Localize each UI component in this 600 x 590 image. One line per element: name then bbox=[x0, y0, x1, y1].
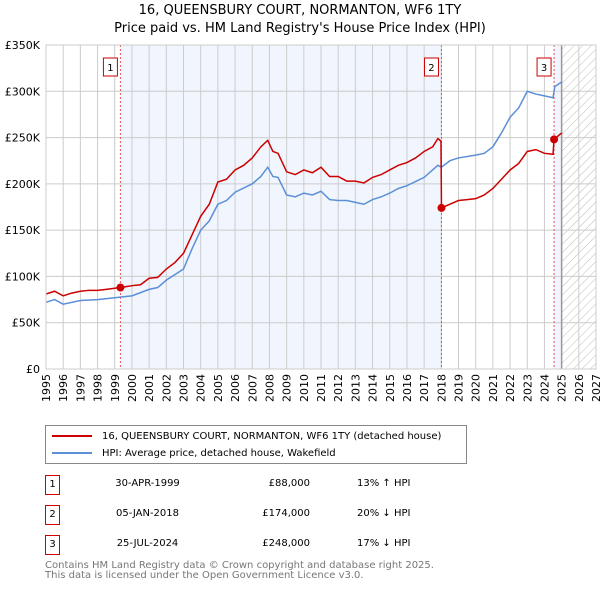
x-tick-label: 2010 bbox=[298, 374, 311, 402]
x-tick-label: 2003 bbox=[178, 374, 191, 402]
price-chart: 1995 1996 1997 1998 1999 2000 2001 2002 2003 2004… bbox=[5, 39, 600, 402]
sale-row: 1 30-APR-1999 £88,000 13% ↑ HPI bbox=[45, 475, 445, 495]
x-tick-label: 1998 bbox=[92, 374, 105, 402]
sale-hpi-diff: 17% ↓ HPI bbox=[357, 538, 411, 549]
x-tick-label: 2019 bbox=[453, 374, 466, 402]
plot-frame bbox=[45, 44, 597, 370]
x-tick-label: 2013 bbox=[349, 374, 362, 402]
sale-price: £88,000 bbox=[268, 478, 310, 489]
x-tick-label: 2023 bbox=[521, 374, 534, 402]
x-tick-label: 2008 bbox=[263, 374, 276, 402]
x-tick-label: 2022 bbox=[504, 374, 517, 402]
sale-point bbox=[116, 283, 125, 292]
footer-line-2: This data is licensed under the Open Gov… bbox=[45, 570, 364, 581]
sale-marker-label: 3 bbox=[541, 63, 547, 74]
x-tick-label: 2027 bbox=[590, 374, 600, 402]
x-tick-label: 1995 bbox=[40, 374, 53, 402]
sale-number: 2 bbox=[45, 505, 60, 525]
x-tick-label: 2016 bbox=[401, 374, 414, 402]
sale-marker-label: 2 bbox=[428, 63, 434, 74]
chart-title: 16, QUEENSBURY COURT, NORMANTON, WF6 1TY bbox=[138, 3, 462, 18]
shaded-period bbox=[120, 45, 442, 369]
x-tick-label: 2005 bbox=[212, 374, 225, 402]
x-tick-label: 2020 bbox=[470, 374, 483, 402]
x-tick-label: 2014 bbox=[367, 374, 380, 402]
sale-row: 2 05-JAN-2018 £174,000 20% ↓ HPI bbox=[45, 505, 445, 525]
sale-marker-box bbox=[102, 57, 118, 77]
hpi-line bbox=[45, 81, 563, 305]
sale-hpi-diff: 13% ↑ HPI bbox=[357, 478, 411, 489]
x-tick-label: 2015 bbox=[384, 374, 397, 402]
x-tick-label: 1997 bbox=[74, 374, 87, 402]
sale-point bbox=[550, 135, 559, 144]
sale-date: 25-JUL-2024 bbox=[116, 538, 179, 549]
x-tick-label: 2001 bbox=[143, 374, 156, 402]
legend-label: HPI: Average price, detached house, Wake… bbox=[102, 447, 336, 459]
x-tick-label: 2011 bbox=[315, 374, 328, 402]
legend: 16, QUEENSBURY COURT, NORMANTON, WF6 1TY… bbox=[45, 425, 467, 464]
legend-item-property: 16, QUEENSBURY COURT, NORMANTON, WF6 1TY… bbox=[52, 428, 441, 444]
sale-number: 1 bbox=[45, 475, 60, 495]
sale-price: £248,000 bbox=[262, 538, 310, 549]
x-tick-label: 2018 bbox=[435, 374, 448, 402]
y-tick-label: £50K bbox=[12, 317, 41, 330]
sale-number: 3 bbox=[45, 535, 60, 555]
x-tick-label: 2017 bbox=[418, 374, 431, 402]
sale-row: 3 25-JUL-2024 £248,000 17% ↓ HPI bbox=[45, 535, 445, 555]
legend-item-hpi: HPI: Average price, detached house, Wake… bbox=[52, 445, 336, 461]
sale-date: 30-APR-1999 bbox=[115, 478, 180, 489]
x-tick-label: 2025 bbox=[556, 374, 569, 402]
sale-hpi-diff: 20% ↓ HPI bbox=[357, 508, 411, 519]
sale-marker-box bbox=[536, 57, 552, 77]
x-tick-label: 1996 bbox=[57, 374, 70, 402]
chart-subtitle: Price paid vs. HM Land Registry's House … bbox=[114, 21, 486, 36]
sale-marker-box bbox=[423, 57, 439, 77]
x-tick-label: 2012 bbox=[332, 374, 345, 402]
x-tick-label: 2004 bbox=[195, 374, 208, 402]
y-tick-label: £100K bbox=[5, 270, 41, 283]
sale-marker-label: 1 bbox=[107, 63, 113, 74]
sale-price: £174,000 bbox=[262, 508, 310, 519]
x-tick-label: 2009 bbox=[281, 374, 294, 402]
x-tick-label: 2021 bbox=[487, 374, 500, 402]
y-tick-label: £200K bbox=[5, 178, 41, 191]
x-tick-label: 2000 bbox=[126, 374, 139, 402]
x-tick-label: 2006 bbox=[229, 374, 242, 402]
y-tick-label: £0 bbox=[26, 363, 40, 376]
y-tick-label: £150K bbox=[5, 224, 41, 237]
x-tick-label: 1999 bbox=[109, 374, 122, 402]
sale-point bbox=[437, 203, 446, 212]
footer: Contains HM Land Registry data © Crown c… bbox=[45, 561, 434, 581]
x-tick-label: 2026 bbox=[573, 374, 586, 402]
sale-date: 05-JAN-2018 bbox=[115, 508, 180, 519]
shaded-period bbox=[554, 45, 562, 369]
x-tick-label: 2024 bbox=[538, 374, 551, 402]
x-tick-label: 2002 bbox=[160, 374, 173, 402]
x-tick-label: 2007 bbox=[246, 374, 259, 402]
footer-line-1: Contains HM Land Registry data © Crown c… bbox=[45, 560, 434, 571]
property-price-line bbox=[45, 132, 563, 297]
y-tick-label: £250K bbox=[5, 132, 41, 145]
y-tick-label: £350K bbox=[5, 39, 41, 52]
legend-label: 16, QUEENSBURY COURT, NORMANTON, WF6 1TY… bbox=[102, 430, 442, 442]
y-tick-label: £300K bbox=[5, 85, 41, 98]
